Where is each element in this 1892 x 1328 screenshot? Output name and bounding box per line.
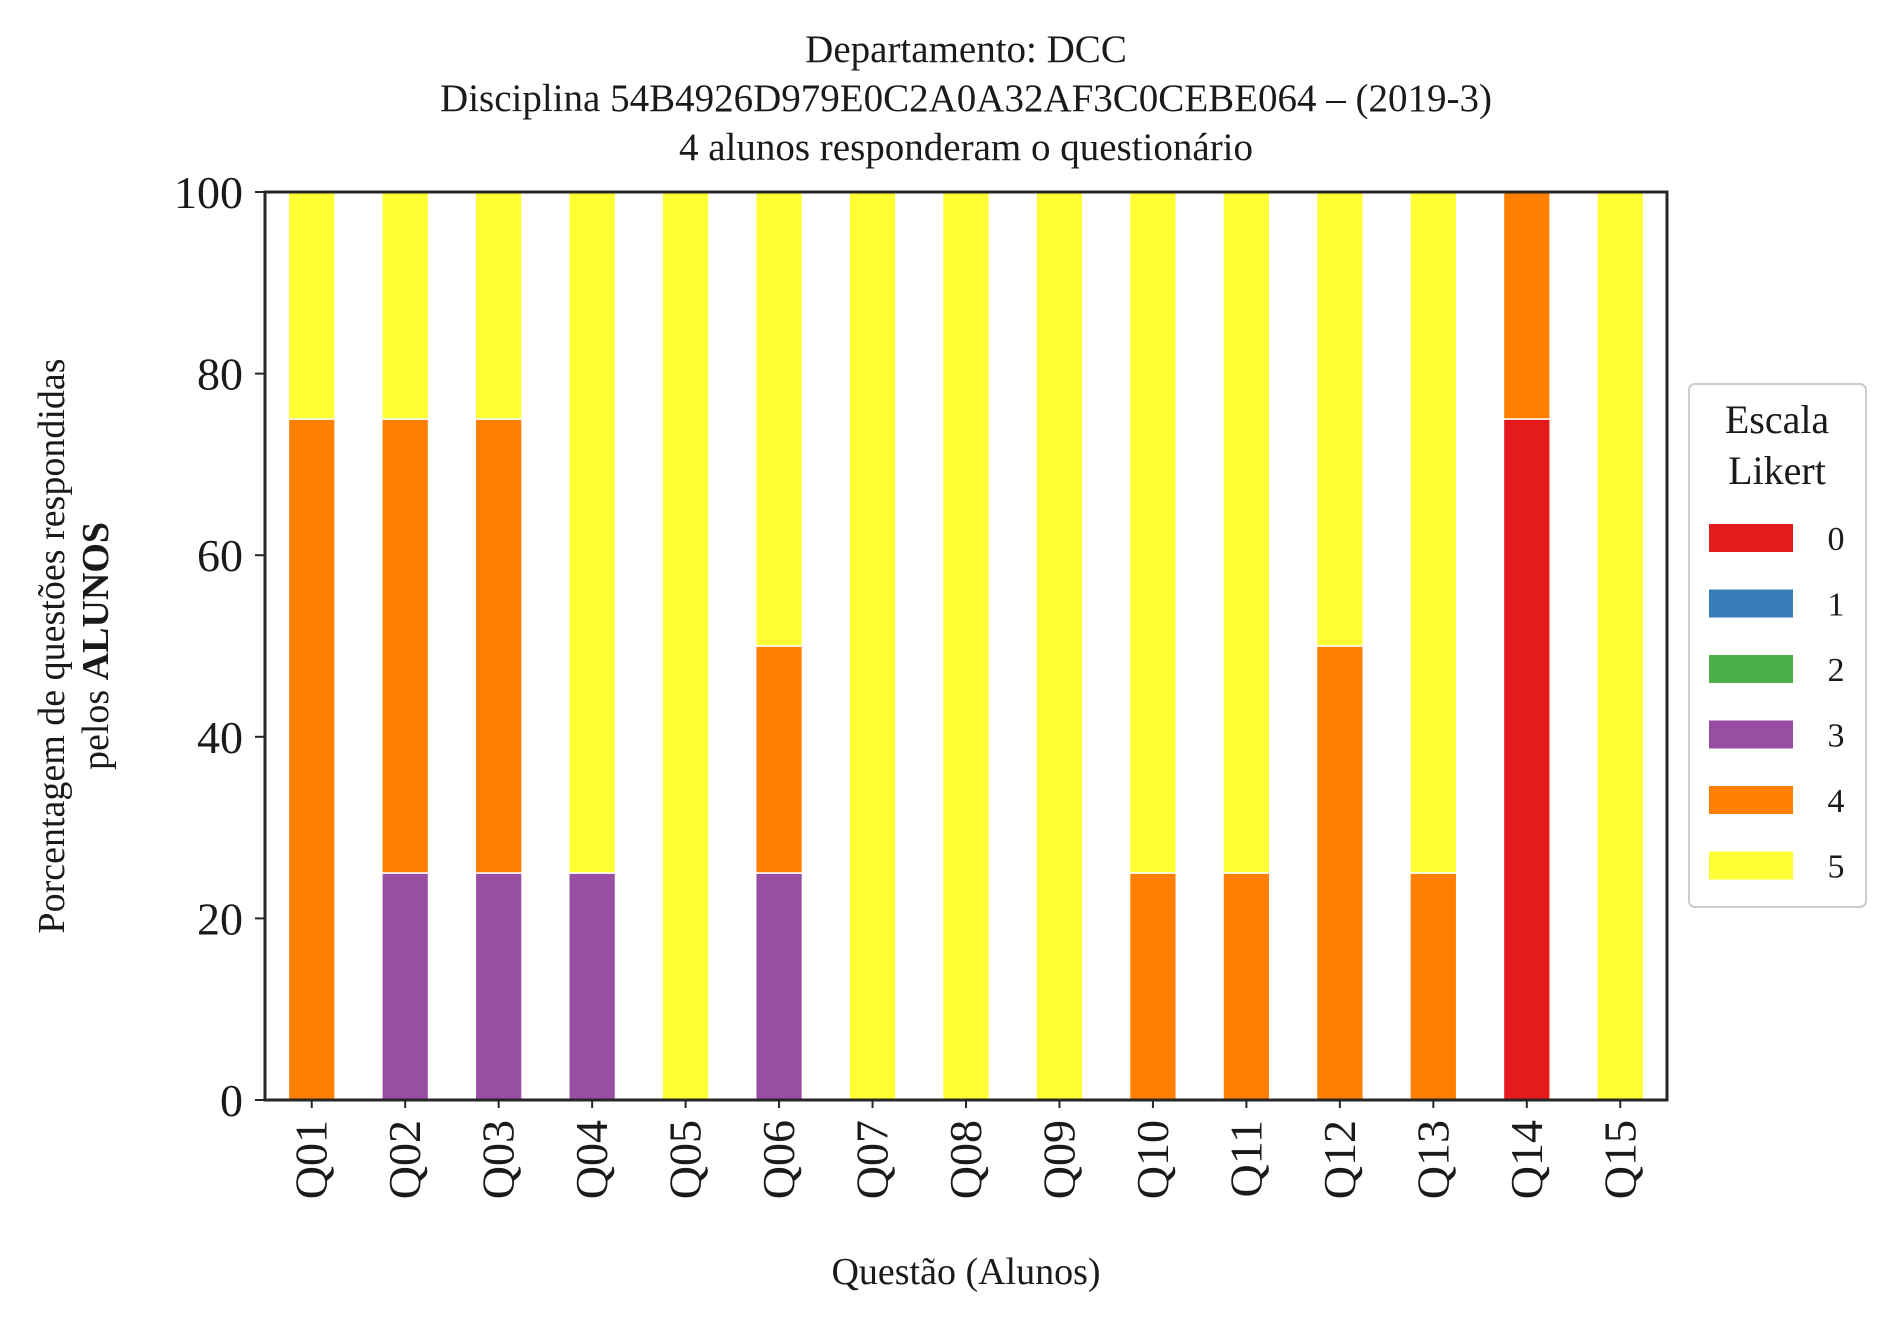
bar-segment-q02-likert-4 bbox=[381, 418, 430, 874]
legend-swatch-likert-4 bbox=[1709, 786, 1793, 814]
x-tick-label: Q09 bbox=[1033, 1120, 1084, 1199]
bar-segment-q04-likert-3 bbox=[568, 872, 617, 1101]
legend-title: Escala bbox=[1725, 397, 1830, 442]
x-tick-label: Q08 bbox=[940, 1120, 991, 1199]
bar-segment-q02-likert-5 bbox=[381, 191, 430, 420]
x-tick-label: Q11 bbox=[1220, 1120, 1271, 1198]
bar-segment-q03-likert-4 bbox=[474, 418, 523, 874]
legend-swatch-likert-1 bbox=[1709, 589, 1793, 618]
bar-segment-q05-likert-5 bbox=[661, 191, 710, 1101]
x-tick-label: Q06 bbox=[753, 1120, 804, 1199]
x-tick-label: Q14 bbox=[1501, 1120, 1552, 1199]
bar-segment-q10-likert-4 bbox=[1128, 872, 1178, 1101]
bar-segment-q04-likert-5 bbox=[568, 191, 617, 874]
legend-label: 3 bbox=[1828, 718, 1845, 755]
legend-label: 2 bbox=[1828, 652, 1845, 689]
y-tick-label: 0 bbox=[220, 1075, 243, 1126]
bar-segment-q10-likert-5 bbox=[1128, 191, 1178, 874]
bar-segment-q14-likert-0 bbox=[1502, 418, 1551, 1101]
bar-segment-q01-likert-5 bbox=[287, 191, 336, 420]
y-axis-label-line1: Porcentagem de questões respondidas bbox=[31, 358, 73, 933]
bar-segment-q08-likert-5 bbox=[941, 191, 991, 1101]
legend-swatch-likert-2 bbox=[1709, 655, 1793, 683]
y-axis-label-prefix: pelos bbox=[75, 680, 117, 770]
y-tick-label: 20 bbox=[197, 893, 243, 944]
x-tick-label: Q04 bbox=[566, 1120, 617, 1199]
bar-segment-q13-likert-4 bbox=[1409, 872, 1458, 1101]
y-tick-label: 60 bbox=[197, 530, 243, 581]
x-tick-label: Q15 bbox=[1594, 1120, 1645, 1199]
bar-segment-q03-likert-3 bbox=[474, 872, 523, 1101]
bar-segment-q06-likert-5 bbox=[754, 191, 804, 647]
x-tick-label: Q03 bbox=[473, 1120, 524, 1199]
legend-title: Likert bbox=[1728, 448, 1826, 493]
bar-segment-q03-likert-5 bbox=[474, 191, 523, 420]
y-axis-label-line2: pelos ALUNOS bbox=[75, 522, 117, 770]
y-axis-label: Porcentagem de questões respondidas pelos… bbox=[31, 358, 117, 933]
x-axis-ticks: Q01 Q02 Q03 Q04 Q05 Q06 Q07 Q08 Q09 Q10 Q11 Q12 Q13 Q… bbox=[286, 1100, 1645, 1199]
legend-box bbox=[1688, 383, 1867, 908]
x-tick-label: Q13 bbox=[1407, 1120, 1458, 1199]
bar-segment-q06-likert-3 bbox=[754, 872, 804, 1101]
bar-segment-q15-likert-5 bbox=[1596, 191, 1645, 1101]
legend-swatch-likert-0 bbox=[1709, 524, 1793, 552]
y-tick-label: 80 bbox=[197, 349, 243, 400]
bar-segment-q06-likert-4 bbox=[754, 645, 804, 874]
y-tick-label: 40 bbox=[197, 712, 243, 763]
y-tick-label: 100 bbox=[174, 167, 243, 218]
legend-label: 4 bbox=[1828, 783, 1845, 820]
x-tick-label: Q10 bbox=[1127, 1120, 1178, 1199]
bar-segment-q02-likert-3 bbox=[381, 872, 430, 1101]
legend-swatch-likert-3 bbox=[1709, 720, 1793, 749]
bar-segment-q11-likert-5 bbox=[1222, 191, 1271, 874]
title-line: Departamento: DCC bbox=[805, 28, 1127, 71]
bar-segment-q09-likert-5 bbox=[1035, 191, 1084, 1101]
title-line: 4 alunos responderam o questionário bbox=[679, 126, 1253, 169]
legend-label: 1 bbox=[1828, 587, 1845, 624]
y-axis-ticks: 0 20 40 60 80 100 bbox=[174, 167, 265, 1126]
bar-segment-q11-likert-4 bbox=[1222, 872, 1271, 1101]
x-tick-label: Q07 bbox=[847, 1120, 898, 1199]
y-axis-label-bold: ALUNOS bbox=[75, 522, 117, 680]
legend-swatch-likert-5 bbox=[1709, 851, 1793, 880]
title-line: Disciplina 54B4926D979E0C2A0A32AF3C0CEBE… bbox=[440, 77, 1492, 120]
bar-segment-q12-likert-4 bbox=[1315, 645, 1364, 1101]
x-tick-label: Q05 bbox=[660, 1120, 711, 1199]
bar-segment-q14-likert-4 bbox=[1502, 191, 1551, 420]
bar-segment-q13-likert-5 bbox=[1409, 191, 1458, 874]
legend-label: 5 bbox=[1828, 849, 1845, 886]
bar-segment-q12-likert-5 bbox=[1315, 191, 1364, 647]
chart-title: Departamento: DCC Disciplina 54B4926D979E… bbox=[440, 28, 1492, 169]
x-tick-label: Q01 bbox=[286, 1120, 337, 1199]
bars bbox=[287, 191, 1645, 1101]
bar-segment-q01-likert-4 bbox=[287, 418, 336, 1101]
bar-segment-q07-likert-5 bbox=[848, 191, 897, 1101]
legend-label: 0 bbox=[1828, 521, 1845, 558]
x-tick-label: Q02 bbox=[379, 1120, 430, 1199]
x-axis-label: Questão (Alunos) bbox=[831, 1251, 1100, 1293]
x-tick-label: Q12 bbox=[1314, 1120, 1365, 1199]
